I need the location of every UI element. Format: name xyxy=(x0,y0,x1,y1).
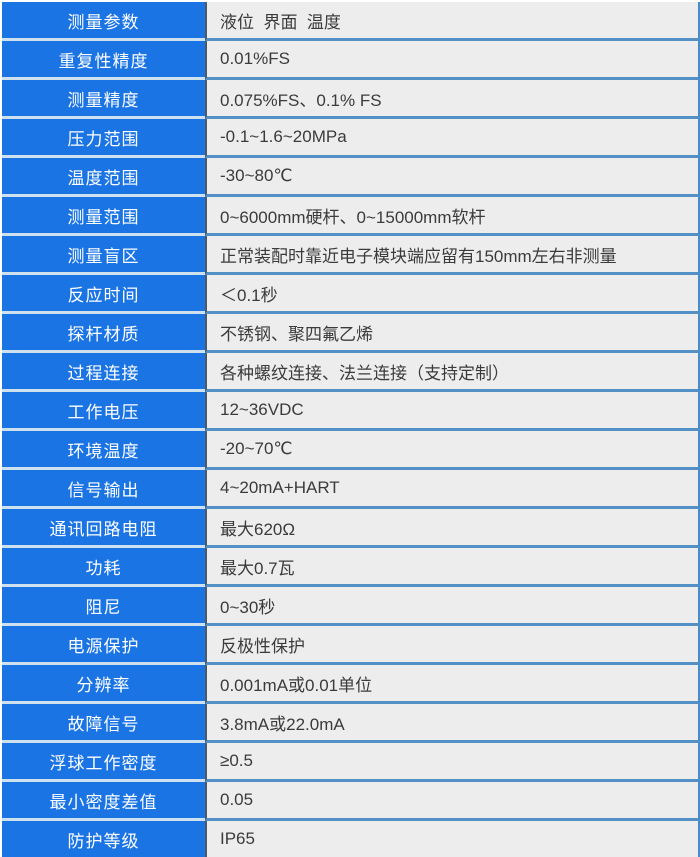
spec-row: 电源保护 反极性保护 xyxy=(2,626,700,665)
spec-parameter-label: 故障信号 xyxy=(2,704,205,743)
spec-parameter-value: 最大620Ω xyxy=(205,509,700,548)
spec-row: 过程连接 各种螺纹连接、法兰连接（支持定制） xyxy=(2,353,700,392)
spec-row: 温度范围 -30~80℃ xyxy=(2,158,700,197)
spec-parameter-value: 4~20mA+HART xyxy=(205,470,700,509)
spec-parameter-value: 反极性保护 xyxy=(205,626,700,665)
spec-row: 测量盲区 正常装配时靠近电子模块端应留有150mm左右非测量 xyxy=(2,236,700,275)
spec-row: 分辨率 0.001mA或0.01单位 xyxy=(2,665,700,704)
spec-parameter-value: 12~36VDC xyxy=(205,392,700,431)
spec-parameter-label: 环境温度 xyxy=(2,431,205,470)
spec-parameter-label: 浮球工作密度 xyxy=(2,743,205,782)
spec-row: 重复性精度 0.01%FS xyxy=(2,41,700,80)
spec-parameter-label: 测量范围 xyxy=(2,197,205,236)
spec-parameter-label: 工作电压 xyxy=(2,392,205,431)
spec-parameter-label: 测量盲区 xyxy=(2,236,205,275)
spec-row: 压力范围 -0.1~1.6~20MPa xyxy=(2,119,700,158)
spec-row: 测量精度 0.075%FS、0.1% FS xyxy=(2,80,700,119)
spec-parameter-label: 重复性精度 xyxy=(2,41,205,80)
spec-parameter-label: 功耗 xyxy=(2,548,205,587)
spec-parameter-label: 阻尼 xyxy=(2,587,205,626)
spec-parameter-label: 电源保护 xyxy=(2,626,205,665)
spec-parameter-label: 通讯回路电阻 xyxy=(2,509,205,548)
spec-parameter-value: 正常装配时靠近电子模块端应留有150mm左右非测量 xyxy=(205,236,700,275)
spec-parameter-value: IP65 xyxy=(205,821,700,857)
spec-row: 防护等级 IP65 xyxy=(2,821,700,857)
spec-parameter-value: 最大0.7瓦 xyxy=(205,548,700,587)
spec-parameter-value: ＜0.1秒 xyxy=(205,275,700,314)
spec-row: 信号输出 4~20mA+HART xyxy=(2,470,700,509)
spec-row: 故障信号 3.8mA或22.0mA xyxy=(2,704,700,743)
spec-parameter-value: 不锈钢、聚四氟乙烯 xyxy=(205,314,700,353)
spec-parameter-value: ≥0.5 xyxy=(205,743,700,782)
spec-parameter-value: -30~80℃ xyxy=(205,158,700,197)
spec-parameter-label: 探杆材质 xyxy=(2,314,205,353)
spec-parameter-value: -0.1~1.6~20MPa xyxy=(205,119,700,158)
spec-row: 测量参数 液位 界面 温度 xyxy=(2,2,700,41)
spec-row: 浮球工作密度 ≥0.5 xyxy=(2,743,700,782)
spec-parameter-label: 测量参数 xyxy=(2,2,205,41)
spec-row: 阻尼 0~30秒 xyxy=(2,587,700,626)
spec-row: 最小密度差值 0.05 xyxy=(2,782,700,821)
spec-parameter-label: 防护等级 xyxy=(2,821,205,857)
spec-parameter-value: 0.075%FS、0.1% FS xyxy=(205,80,700,119)
spec-parameter-label: 反应时间 xyxy=(2,275,205,314)
spec-parameter-value: 0.01%FS xyxy=(205,41,700,80)
spec-parameter-value: 0.05 xyxy=(205,782,700,821)
spec-parameter-label: 温度范围 xyxy=(2,158,205,197)
spec-row: 功耗 最大0.7瓦 xyxy=(2,548,700,587)
spec-row: 通讯回路电阻 最大620Ω xyxy=(2,509,700,548)
spec-row: 探杆材质 不锈钢、聚四氟乙烯 xyxy=(2,314,700,353)
spec-parameter-label: 分辨率 xyxy=(2,665,205,704)
spec-parameter-value: 0.001mA或0.01单位 xyxy=(205,665,700,704)
spec-row: 测量范围 0~6000mm硬杆、0~15000mm软杆 xyxy=(2,197,700,236)
spec-parameter-value: 0~30秒 xyxy=(205,587,700,626)
spec-row: 反应时间 ＜0.1秒 xyxy=(2,275,700,314)
spec-row: 环境温度 -20~70℃ xyxy=(2,431,700,470)
spec-parameter-value: 0~6000mm硬杆、0~15000mm软杆 xyxy=(205,197,700,236)
spec-parameter-label: 最小密度差值 xyxy=(2,782,205,821)
spec-parameter-value: 3.8mA或22.0mA xyxy=(205,704,700,743)
spec-row: 工作电压 12~36VDC xyxy=(2,392,700,431)
spec-parameter-label: 过程连接 xyxy=(2,353,205,392)
spec-parameter-label: 信号输出 xyxy=(2,470,205,509)
spec-parameter-value: 各种螺纹连接、法兰连接（支持定制） xyxy=(205,353,700,392)
spec-parameter-label: 测量精度 xyxy=(2,80,205,119)
spec-parameter-value: -20~70℃ xyxy=(205,431,700,470)
spec-parameter-label: 压力范围 xyxy=(2,119,205,158)
spec-parameter-value: 液位 界面 温度 xyxy=(205,2,700,41)
